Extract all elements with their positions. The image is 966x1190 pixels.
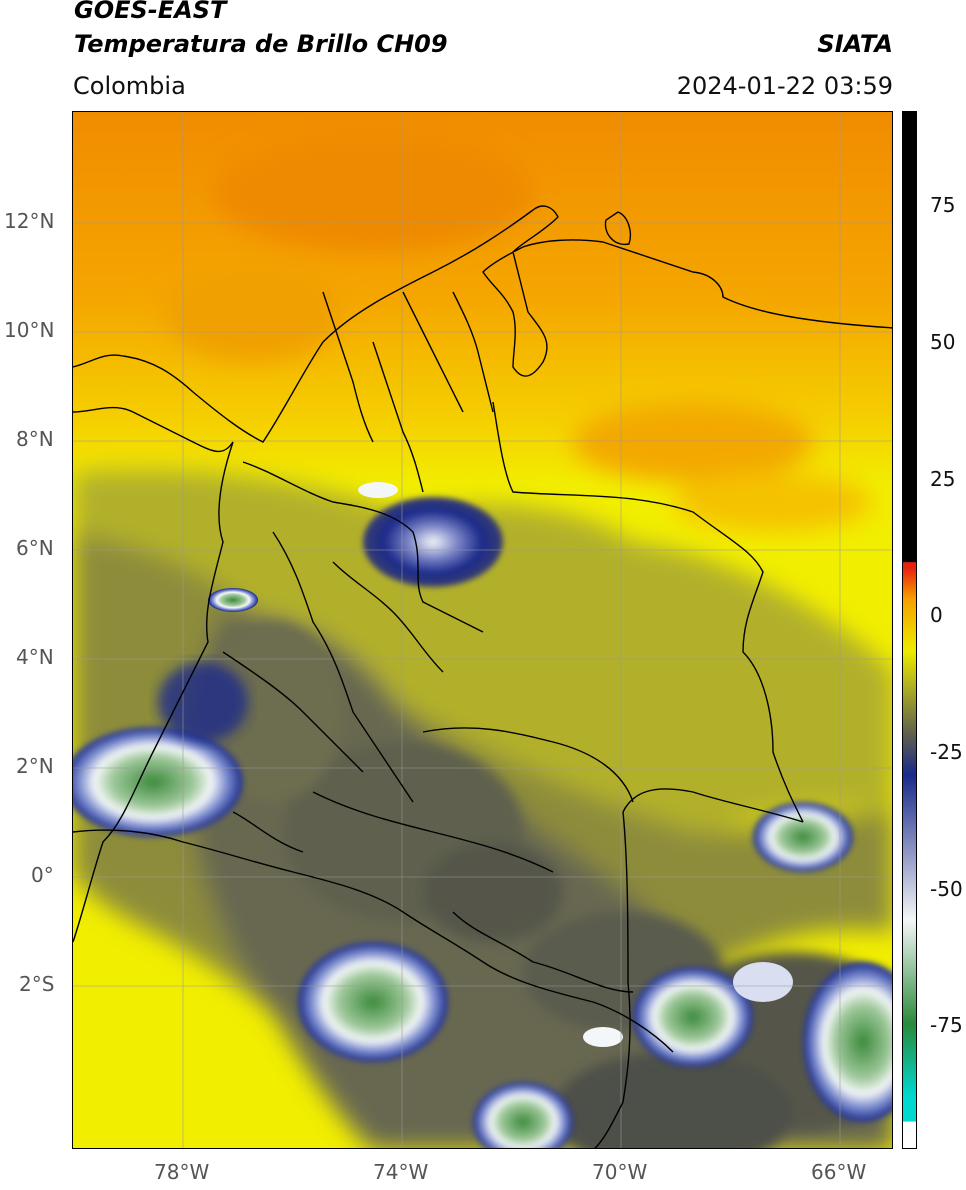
lat-tick: 12°N xyxy=(4,209,55,233)
lat-tick: 10°N xyxy=(4,318,55,342)
datetime-label: 2024-01-22 03:59 xyxy=(676,72,893,100)
map-panel xyxy=(72,111,893,1149)
convective-cells xyxy=(73,482,892,1148)
lat-tick: 6°N xyxy=(16,536,54,560)
graticule xyxy=(73,112,892,1148)
lat-tick: 2°N xyxy=(16,754,54,778)
lat-tick: 0° xyxy=(31,863,54,887)
colorbar-label: -75 xyxy=(930,1013,963,1037)
brightness-temperature-map xyxy=(73,112,892,1148)
colorbar-label: 50 xyxy=(930,330,956,354)
lon-tick: 70°W xyxy=(592,1160,648,1184)
colorbar-label: 25 xyxy=(930,467,956,491)
colorbar-label: 75 xyxy=(930,193,956,217)
lat-tick: 8°N xyxy=(16,427,54,451)
temperature-colorbar xyxy=(902,111,917,1149)
colorbar-label: -25 xyxy=(930,740,963,764)
colorbar-label: -50 xyxy=(930,877,963,901)
lat-tick: 4°N xyxy=(16,645,54,669)
warm-patches xyxy=(163,132,873,532)
lon-tick: 66°W xyxy=(811,1160,867,1184)
country-borders xyxy=(73,205,892,1148)
region-label: Colombia xyxy=(73,72,186,100)
organization-label: SIATA xyxy=(817,30,893,58)
product-title: Temperatura de Brillo CH09 xyxy=(74,30,448,58)
satellite-title: GOES-EAST xyxy=(74,0,227,24)
lon-tick: 78°W xyxy=(154,1160,210,1184)
lon-tick: 74°W xyxy=(373,1160,429,1184)
lat-tick: 2°S xyxy=(19,972,55,996)
colorbar-label: 0 xyxy=(930,603,943,627)
